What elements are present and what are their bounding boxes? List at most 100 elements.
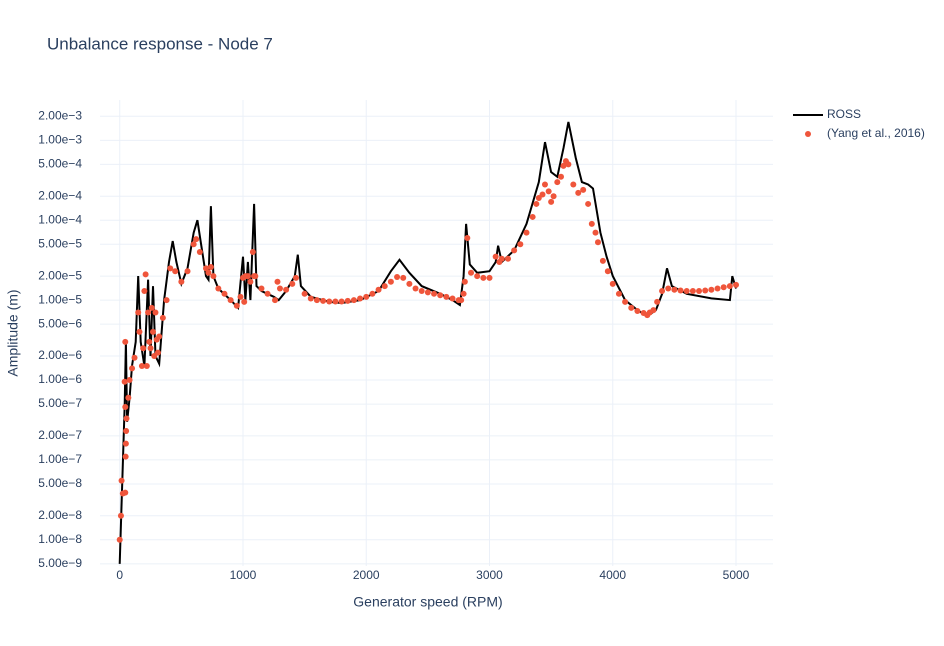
point (123, 415, 130, 422)
point (264, 290, 271, 297)
point (671, 286, 678, 293)
point (550, 193, 557, 200)
x-tick-label: 5000 (723, 568, 750, 582)
point (375, 286, 382, 293)
point (172, 268, 179, 275)
point (659, 288, 666, 295)
point (570, 181, 577, 188)
x-axis-title: Generator speed (RPM) (353, 594, 502, 610)
point (726, 283, 733, 290)
point (539, 191, 546, 198)
point (400, 274, 407, 281)
point (135, 309, 142, 316)
point (143, 362, 150, 369)
point (418, 288, 425, 295)
y-tick-label: 5.00e−7 (38, 396, 82, 410)
point (249, 249, 256, 256)
point (301, 290, 308, 297)
point (122, 440, 129, 447)
point (116, 536, 123, 543)
point (313, 297, 320, 304)
point (683, 288, 690, 295)
point (437, 292, 444, 299)
point (650, 307, 657, 314)
point (622, 298, 629, 305)
point (117, 512, 124, 519)
point (241, 298, 248, 305)
point (247, 278, 254, 285)
point (258, 285, 265, 292)
point (283, 286, 290, 293)
y-tick-label: 5.00e−5 (38, 236, 82, 250)
point (152, 309, 159, 316)
point (609, 280, 616, 287)
point (628, 304, 635, 311)
point (129, 365, 136, 372)
y-tick-label: 1.00e−5 (38, 292, 82, 306)
point (554, 179, 561, 186)
point (123, 428, 130, 435)
y-tick-label: 1.00e−8 (38, 532, 82, 546)
point (237, 293, 244, 300)
point (141, 288, 148, 295)
point (307, 295, 314, 302)
point (320, 297, 327, 304)
point (529, 213, 536, 220)
point (332, 298, 339, 305)
point (696, 288, 703, 295)
y-tick-label: 5.00e−9 (38, 556, 82, 570)
point (594, 239, 601, 246)
point (203, 265, 210, 272)
point (468, 269, 475, 276)
point (565, 161, 572, 168)
point (517, 241, 524, 248)
point (178, 278, 185, 285)
point (159, 314, 166, 321)
point (720, 284, 727, 291)
point (122, 338, 129, 345)
point (733, 281, 740, 288)
x-tick-label: 1000 (230, 568, 257, 582)
point (252, 273, 259, 280)
point (424, 289, 431, 296)
legend-label: ROSS (827, 107, 861, 121)
x-tick-label: 3000 (476, 568, 503, 582)
point (480, 274, 487, 281)
point (357, 295, 364, 302)
point (154, 349, 161, 356)
point (163, 297, 170, 304)
point (326, 298, 333, 305)
point (504, 255, 511, 262)
y-tick-label: 2.00e−6 (38, 348, 82, 362)
point (708, 286, 715, 293)
point (276, 285, 283, 292)
point (615, 290, 622, 297)
point (702, 287, 709, 294)
point (689, 288, 696, 295)
point (545, 188, 552, 195)
point (464, 234, 471, 241)
y-tick-label: 5.00e−8 (38, 476, 82, 490)
point (474, 273, 481, 280)
x-tick-label: 0 (116, 568, 123, 582)
point (394, 273, 401, 280)
point (460, 290, 467, 297)
point (665, 285, 672, 292)
point (227, 297, 234, 304)
point (557, 173, 564, 180)
y-tick-label: 2.00e−4 (38, 188, 82, 202)
point (121, 378, 128, 385)
y-axis-title: Amplitude (m) (5, 289, 21, 376)
point (369, 290, 376, 297)
point (588, 220, 595, 227)
point (585, 200, 592, 207)
legend-swatch (805, 131, 811, 137)
point (221, 290, 228, 297)
x-tick-label: 4000 (599, 568, 626, 582)
point (592, 229, 599, 236)
x-tick-label: 2000 (353, 568, 380, 582)
point (533, 200, 540, 207)
point (190, 241, 197, 248)
point (145, 309, 152, 316)
